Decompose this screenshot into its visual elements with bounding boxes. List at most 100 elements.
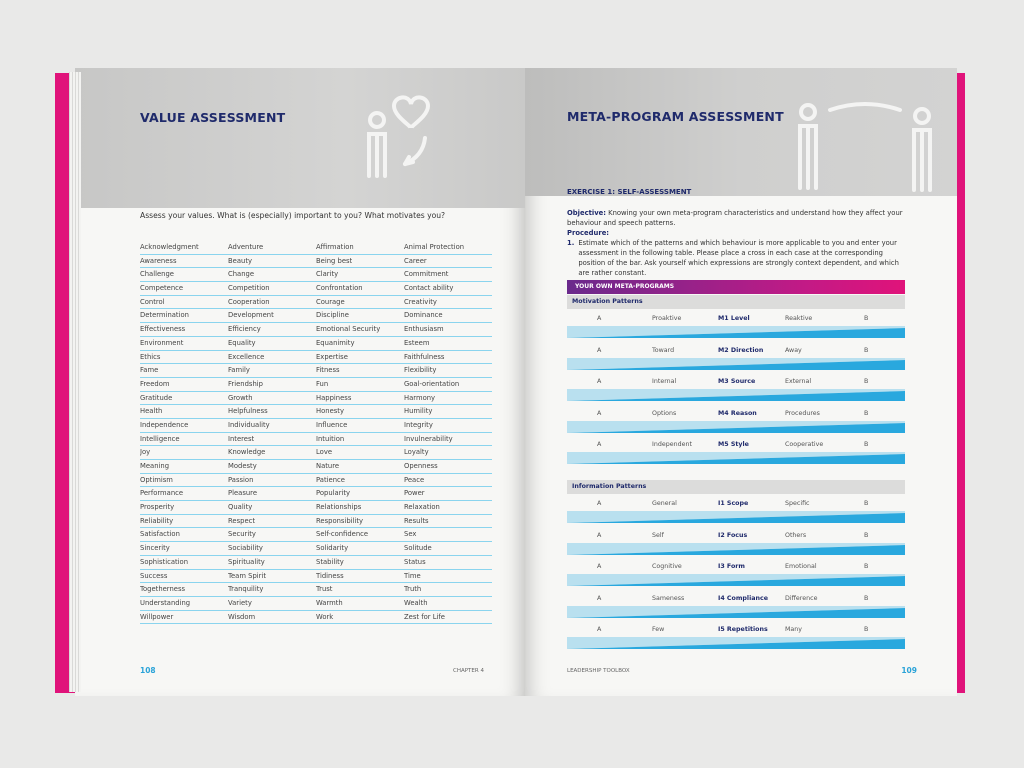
bar-light-wedge xyxy=(567,574,905,586)
assessment-bar[interactable] xyxy=(567,605,905,618)
value-cell: Understanding xyxy=(140,598,191,607)
right-page: META-PROGRAM ASSESSMENT EXERCISE 1: SELF… xyxy=(525,68,957,696)
bar-blue-wedge xyxy=(567,391,905,401)
meta-code-label: M5 Style xyxy=(718,441,749,448)
bar-blue-wedge xyxy=(567,576,905,586)
value-cell: Independence xyxy=(140,420,189,429)
page-number: 108 xyxy=(140,666,156,675)
value-cell: Creativity xyxy=(404,297,437,306)
value-cell: Harmony xyxy=(404,393,436,402)
table-row: Determination Development Discipline Domina… xyxy=(140,309,492,324)
bar-light-wedge xyxy=(567,389,905,401)
value-cell: Wealth xyxy=(404,598,428,607)
value-cell: Commitment xyxy=(404,270,449,279)
header-band xyxy=(75,68,525,208)
value-cell: Helpfulness xyxy=(228,407,268,416)
value-cell: Interest xyxy=(228,434,255,443)
meta-a-label: A xyxy=(597,626,602,633)
table-row: Meaning Modesty Nature Openness xyxy=(140,460,492,474)
meta-b-label: B xyxy=(864,315,869,322)
value-cell: Sincerity xyxy=(140,544,170,553)
table-row: Satisfaction Security Self-confidence Sex xyxy=(140,528,492,543)
bar-blue-wedge xyxy=(567,328,905,338)
value-cell: Joy xyxy=(140,448,151,457)
meta-b-label: B xyxy=(864,531,869,539)
assessment-bar[interactable] xyxy=(567,511,905,523)
meta-program-row: A Independent M5 Style Cooperative B xyxy=(567,439,905,471)
value-cell: Security xyxy=(228,530,256,539)
value-cell: Reliability xyxy=(140,516,174,525)
value-cell: Clarity xyxy=(316,270,339,279)
value-cell: Friendship xyxy=(228,379,263,388)
value-cell: Expertise xyxy=(316,352,348,361)
meta-right-label: Cooperative xyxy=(785,441,824,448)
value-cell: Status xyxy=(404,557,426,566)
assessment-bar[interactable] xyxy=(567,452,905,464)
meta-a-label: A xyxy=(597,563,602,570)
bar-light-wedge xyxy=(567,326,905,338)
assessment-bar[interactable] xyxy=(567,637,905,649)
table-row: Sophistication Spirituality Stability Statu… xyxy=(140,556,492,570)
page-title: VALUE ASSESSMENT xyxy=(140,110,286,125)
value-cell: Variety xyxy=(228,598,252,607)
meta-a-label: A xyxy=(597,315,602,322)
value-cell: Intuition xyxy=(316,434,345,443)
meta-right-label: Away xyxy=(785,346,802,354)
value-cell: Modesty xyxy=(228,462,257,470)
value-cell: Loyalty xyxy=(404,448,429,457)
meta-a-label: A xyxy=(597,346,602,354)
table-row: Optimism Passion Patience Peace xyxy=(140,474,492,488)
assessment-bar[interactable] xyxy=(567,389,905,401)
meta-left-label: Options xyxy=(652,409,677,417)
value-cell: Challenge xyxy=(140,270,174,279)
value-cell: Satisfaction xyxy=(140,530,180,539)
value-cell: Enthusiasm xyxy=(404,325,444,334)
meta-code-label: M1 Level xyxy=(718,315,750,322)
value-cell: Time xyxy=(404,571,421,580)
intro-text: Assess your values. What is (especially)… xyxy=(140,211,446,220)
meta-program-row: A Sameness I4 Compliance Difference B xyxy=(567,593,905,625)
value-cell: Determination xyxy=(140,311,189,320)
bar-blue-wedge xyxy=(567,454,905,464)
left-page: VALUE ASSESSMENT Assess your values. Wha… xyxy=(75,68,525,696)
value-cell: Family xyxy=(228,366,250,375)
motivation-section-header: Motivation Patterns xyxy=(567,295,905,309)
bar-blue-wedge xyxy=(567,639,905,649)
assessment-bar[interactable] xyxy=(567,357,905,370)
value-cell: Patience xyxy=(316,475,345,484)
meta-program-row: A Toward M2 Direction Away B xyxy=(567,345,905,377)
assessment-bar[interactable] xyxy=(567,420,905,433)
meta-code-label: I4 Compliance xyxy=(718,594,768,602)
value-cell: Fame xyxy=(140,366,159,375)
table-row: Awareness Beauty Being best Career xyxy=(140,255,492,269)
procedure-label: Procedure: xyxy=(567,229,610,237)
value-cell: Relaxation xyxy=(404,503,440,512)
meta-right-label: Procedures xyxy=(785,409,820,417)
bar-blue-wedge xyxy=(567,544,905,555)
meta-b-label: B xyxy=(864,563,869,570)
objective-block: Objective: Knowing your own meta-program… xyxy=(567,208,912,278)
meta-code-label: M2 Direction xyxy=(718,346,764,354)
objective-label: Objective: xyxy=(567,209,606,217)
bar-light-wedge xyxy=(567,511,905,523)
assessment-bar[interactable] xyxy=(567,326,905,338)
value-cell: Emotional Security xyxy=(316,325,381,334)
values-table: Acknowledgment Adventure Affirmation Animal… xyxy=(140,241,492,625)
person-heart-icon xyxy=(367,95,431,178)
meta-program-row: A Cognitive I3 Form Emotional B xyxy=(567,561,905,593)
meta-a-label: A xyxy=(597,531,602,539)
value-cell: Contact ability xyxy=(404,284,454,293)
cover-edge-right xyxy=(957,73,965,693)
meta-left-label: Internal xyxy=(652,378,677,385)
meta-program-row: A Few I5 Repetitions Many B xyxy=(567,624,905,656)
value-cell: Power xyxy=(404,489,425,498)
value-cell: Adventure xyxy=(228,243,264,251)
bar-blue-wedge xyxy=(567,422,905,433)
value-cell: Influence xyxy=(316,420,348,429)
table-row: Prosperity Quality Relationships Relaxation xyxy=(140,501,492,515)
assessment-bar[interactable] xyxy=(567,542,905,555)
value-cell: Tidiness xyxy=(316,571,344,580)
meta-left-label: Self xyxy=(652,531,664,539)
value-cell: Gratitude xyxy=(140,393,173,402)
assessment-bar[interactable] xyxy=(567,574,905,586)
